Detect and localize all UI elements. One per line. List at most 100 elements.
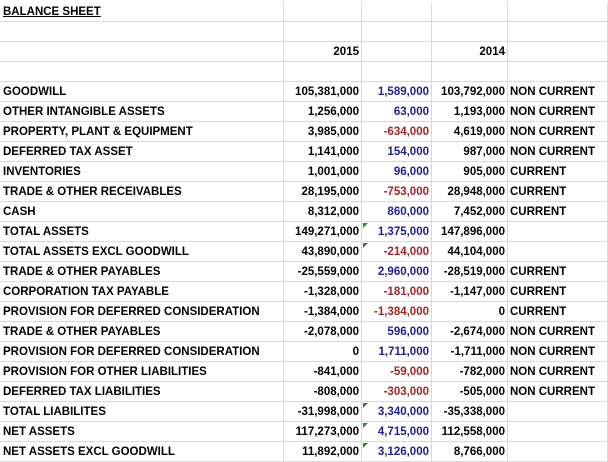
classification-cell[interactable]: CURRENT <box>508 302 608 322</box>
empty-cell[interactable] <box>432 62 508 82</box>
value-2014-cell[interactable]: -1,147,000 <box>432 282 508 302</box>
change-cell[interactable]: 1,375,000 <box>362 222 432 242</box>
row-label-cell[interactable]: PROVISION FOR OTHER LIABILITIES <box>0 362 284 382</box>
row-label-cell[interactable]: INVENTORIES <box>0 162 284 182</box>
change-cell[interactable]: -214,000 <box>362 242 432 262</box>
empty-cell[interactable] <box>432 2 508 22</box>
value-2014-cell[interactable]: 28,948,000 <box>432 182 508 202</box>
value-2014-cell[interactable]: -782,000 <box>432 362 508 382</box>
change-cell[interactable]: 1,711,000 <box>362 342 432 362</box>
year-2015-header[interactable]: 2015 <box>284 42 362 62</box>
value-2014-cell[interactable]: 7,452,000 <box>432 202 508 222</box>
empty-cell[interactable] <box>432 22 508 42</box>
change-cell[interactable]: 596,000 <box>362 322 432 342</box>
value-2014-cell[interactable]: 147,896,000 <box>432 222 508 242</box>
empty-cell[interactable] <box>0 42 284 62</box>
change-cell[interactable]: 860,000 <box>362 202 432 222</box>
value-2015-cell[interactable]: 3,985,000 <box>284 122 362 142</box>
classification-cell[interactable] <box>508 402 608 422</box>
change-cell[interactable]: 3,340,000 <box>362 402 432 422</box>
change-cell[interactable]: 154,000 <box>362 142 432 162</box>
change-cell[interactable]: 63,000 <box>362 102 432 122</box>
classification-cell[interactable]: CURRENT <box>508 282 608 302</box>
empty-cell[interactable] <box>284 2 362 22</box>
row-label-cell[interactable]: CASH <box>0 202 284 222</box>
classification-cell[interactable] <box>508 442 608 462</box>
value-2015-cell[interactable]: -808,000 <box>284 382 362 402</box>
classification-cell[interactable]: NON CURRENT <box>508 342 608 362</box>
row-label-cell[interactable]: OTHER INTANGIBLE ASSETS <box>0 102 284 122</box>
classification-cell[interactable]: NON CURRENT <box>508 322 608 342</box>
value-2015-cell[interactable]: 149,271,000 <box>284 222 362 242</box>
value-2014-cell[interactable]: 987,000 <box>432 142 508 162</box>
empty-cell[interactable] <box>508 42 608 62</box>
value-2014-cell[interactable]: -2,674,000 <box>432 322 508 342</box>
row-label-cell[interactable]: DEFERRED TAX ASSET <box>0 142 284 162</box>
change-cell[interactable]: 96,000 <box>362 162 432 182</box>
classification-cell[interactable] <box>508 242 608 262</box>
classification-cell[interactable]: NON CURRENT <box>508 382 608 402</box>
change-cell[interactable]: -1,384,000 <box>362 302 432 322</box>
classification-cell[interactable]: NON CURRENT <box>508 102 608 122</box>
value-2014-cell[interactable]: -505,000 <box>432 382 508 402</box>
row-label-cell[interactable]: PROPERTY, PLANT & EQUIPMENT <box>0 122 284 142</box>
value-2015-cell[interactable]: -841,000 <box>284 362 362 382</box>
change-cell[interactable]: 4,715,000 <box>362 422 432 442</box>
change-cell[interactable]: -303,000 <box>362 382 432 402</box>
row-label-cell[interactable]: TOTAL ASSETS EXCL GOODWILL <box>0 242 284 262</box>
row-label-cell[interactable]: CORPORATION TAX PAYABLE <box>0 282 284 302</box>
row-label-cell[interactable]: TRADE & OTHER RECEIVABLES <box>0 182 284 202</box>
empty-cell[interactable] <box>284 22 362 42</box>
value-2015-cell[interactable]: 43,890,000 <box>284 242 362 262</box>
value-2014-cell[interactable]: 1,193,000 <box>432 102 508 122</box>
classification-cell[interactable]: NON CURRENT <box>508 82 608 102</box>
classification-cell[interactable]: NON CURRENT <box>508 122 608 142</box>
change-cell[interactable]: -59,000 <box>362 362 432 382</box>
row-label-cell[interactable]: DEFERRED TAX LIABILITIES <box>0 382 284 402</box>
empty-cell[interactable] <box>362 22 432 42</box>
value-2015-cell[interactable]: 8,312,000 <box>284 202 362 222</box>
empty-cell[interactable] <box>362 2 432 22</box>
value-2014-cell[interactable]: 905,000 <box>432 162 508 182</box>
value-2015-cell[interactable]: 1,256,000 <box>284 102 362 122</box>
classification-cell[interactable]: CURRENT <box>508 182 608 202</box>
value-2015-cell[interactable]: -25,559,000 <box>284 262 362 282</box>
empty-cell[interactable] <box>284 62 362 82</box>
classification-cell[interactable]: CURRENT <box>508 262 608 282</box>
value-2015-cell[interactable]: 105,381,000 <box>284 82 362 102</box>
value-2014-cell[interactable]: 103,792,000 <box>432 82 508 102</box>
change-cell[interactable]: -181,000 <box>362 282 432 302</box>
year-2014-header[interactable]: 2014 <box>432 42 508 62</box>
row-label-cell[interactable]: TOTAL ASSETS <box>0 222 284 242</box>
value-2015-cell[interactable]: -31,998,000 <box>284 402 362 422</box>
empty-cell[interactable] <box>508 62 608 82</box>
sheet-title[interactable]: BALANCE SHEET <box>0 2 284 22</box>
change-cell[interactable]: 3,126,000 <box>362 442 432 462</box>
classification-cell[interactable]: CURRENT <box>508 162 608 182</box>
classification-cell[interactable] <box>508 222 608 242</box>
value-2014-cell[interactable]: -1,711,000 <box>432 342 508 362</box>
row-label-cell[interactable]: NET ASSETS EXCL GOODWILL <box>0 442 284 462</box>
empty-cell[interactable] <box>508 2 608 22</box>
empty-cell[interactable] <box>362 42 432 62</box>
value-2014-cell[interactable]: 4,619,000 <box>432 122 508 142</box>
value-2015-cell[interactable]: 28,195,000 <box>284 182 362 202</box>
row-label-cell[interactable]: TRADE & OTHER PAYABLES <box>0 322 284 342</box>
value-2015-cell[interactable]: 0 <box>284 342 362 362</box>
value-2014-cell[interactable]: 44,104,000 <box>432 242 508 262</box>
row-label-cell[interactable]: PROVISION FOR DEFERRED CONSIDERATION <box>0 302 284 322</box>
classification-cell[interactable]: NON CURRENT <box>508 362 608 382</box>
value-2014-cell[interactable]: -28,519,000 <box>432 262 508 282</box>
row-label-cell[interactable]: PROVISION FOR DEFERRED CONSIDERATION <box>0 342 284 362</box>
value-2015-cell[interactable]: -1,384,000 <box>284 302 362 322</box>
row-label-cell[interactable]: TOTAL LIABILITES <box>0 402 284 422</box>
change-cell[interactable]: 1,589,000 <box>362 82 432 102</box>
value-2015-cell[interactable]: 1,141,000 <box>284 142 362 162</box>
empty-cell[interactable] <box>362 62 432 82</box>
classification-cell[interactable]: NON CURRENT <box>508 142 608 162</box>
value-2014-cell[interactable]: 112,558,000 <box>432 422 508 442</box>
value-2014-cell[interactable]: -35,338,000 <box>432 402 508 422</box>
row-label-cell[interactable]: TRADE & OTHER PAYABLES <box>0 262 284 282</box>
change-cell[interactable]: 2,960,000 <box>362 262 432 282</box>
row-label-cell[interactable]: GOODWILL <box>0 82 284 102</box>
